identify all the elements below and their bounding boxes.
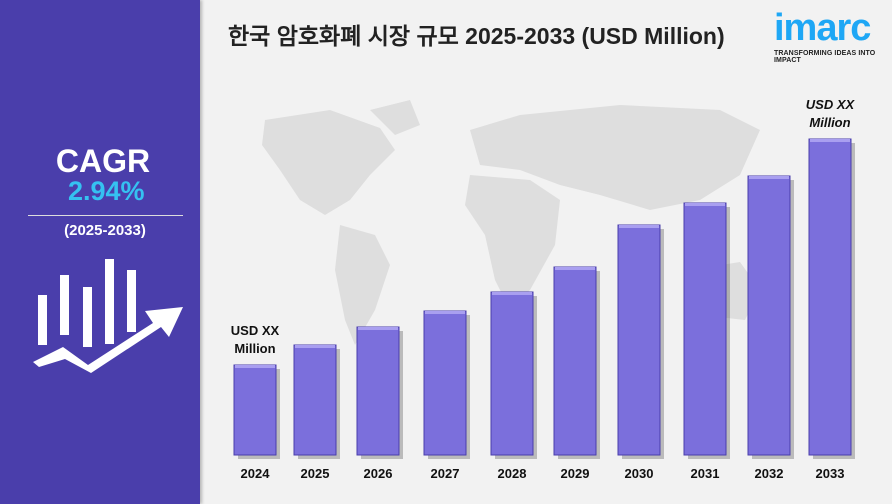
bar-highlight <box>358 327 398 330</box>
x-tick-label: 2025 <box>301 466 330 481</box>
bar-2030 <box>617 224 661 456</box>
bar-highlight <box>295 345 335 348</box>
bar-2024 <box>233 364 277 456</box>
bar-highlight <box>425 311 465 314</box>
world-map-background <box>262 100 760 345</box>
bar-2026 <box>356 326 400 456</box>
bar-2025 <box>293 344 337 456</box>
chart-title: 한국 암호화폐 시장 규모 2025-2033 (USD Million) <box>228 23 725 49</box>
x-tick-label: 2031 <box>691 466 720 481</box>
bar-highlight <box>810 139 850 142</box>
data-label: USD XX <box>231 323 280 338</box>
x-tick-label: 2028 <box>498 466 527 481</box>
growth-chart-arrow-icon <box>33 259 183 373</box>
bar-2031 <box>683 202 727 456</box>
cagr-period: (2025-2033) <box>64 222 146 239</box>
cagr-label: CAGR <box>55 143 151 179</box>
bar-2028 <box>490 291 534 456</box>
x-tick-label: 2027 <box>431 466 460 481</box>
bar-highlight <box>235 365 275 368</box>
x-tick-label: 2030 <box>625 466 654 481</box>
bar-highlight <box>685 203 725 206</box>
data-label: Million <box>809 115 850 130</box>
bar-2033 <box>808 138 852 456</box>
logo-tagline: TRANSFORMING IDEAS INTO IMPACT <box>774 50 876 64</box>
imarc-logo: imarc TRANSFORMING IDEAS INTO IMPACT <box>774 8 892 64</box>
x-tick-label: 2032 <box>755 466 784 481</box>
bar-highlight <box>749 176 789 179</box>
bar-highlight <box>492 292 532 295</box>
divider <box>28 215 183 216</box>
bar-highlight <box>619 225 659 228</box>
x-tick-label: 2026 <box>364 466 393 481</box>
x-tick-label: 2024 <box>241 466 271 481</box>
cagr-panel: CAGR 2.94% (2025-2033) <box>0 0 200 504</box>
x-tick-label: 2033 <box>816 466 845 481</box>
cagr-value: 2.94% <box>68 176 145 206</box>
bar-2032 <box>747 175 791 456</box>
bar-2027 <box>423 310 467 456</box>
bar-highlight <box>555 267 595 270</box>
x-tick-label: 2029 <box>561 466 590 481</box>
data-label: Million <box>234 341 275 356</box>
bar-2029 <box>553 266 597 456</box>
data-label: USD XX <box>806 97 856 112</box>
logo-wordmark: imarc <box>774 7 871 49</box>
